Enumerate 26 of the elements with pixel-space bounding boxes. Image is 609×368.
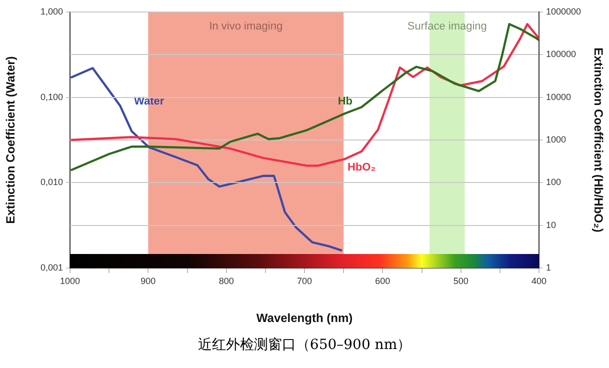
x-tick-label: 400 xyxy=(531,276,547,286)
x-axis-title: Wavelength (nm) xyxy=(256,311,353,326)
y-tick-label: 100 xyxy=(546,177,562,188)
y-tick-label: 10 xyxy=(546,220,556,230)
y-axis-title: Extinction Coefficient (Hb/HbO₂) xyxy=(591,48,606,232)
x-tick-label: 900 xyxy=(140,276,156,286)
x-tick-label: 1000 xyxy=(60,276,80,286)
y-tick-label: 1 xyxy=(546,262,552,272)
y-tick-label: 10000 xyxy=(546,92,572,102)
x-tick-label: 500 xyxy=(453,276,468,286)
y-tick-label: 1000000 xyxy=(546,6,582,16)
band-label: In vivo imaging xyxy=(209,20,283,33)
text: 近红外检测窗口（650–900 nm） xyxy=(196,336,412,354)
y-tick-label: 0,010 xyxy=(40,177,63,188)
x-tick-label: 800 xyxy=(218,276,234,286)
series-label: HbO₂ xyxy=(348,161,376,174)
y-tick-label: 0,001 xyxy=(40,262,63,272)
y-axis-title: Extinction Coefficient (Water) xyxy=(4,56,18,224)
band-label: Surface imaging xyxy=(407,20,487,33)
series-label: Hb xyxy=(338,95,353,108)
x-tick-label: 700 xyxy=(296,276,312,286)
y-tick-label: 0,100 xyxy=(40,92,63,102)
y-tick-label: 1,000 xyxy=(40,6,63,16)
y-tick-label: 1000 xyxy=(546,134,566,144)
x-tick-label: 600 xyxy=(375,276,390,286)
y-tick-label: 100000 xyxy=(546,49,576,60)
